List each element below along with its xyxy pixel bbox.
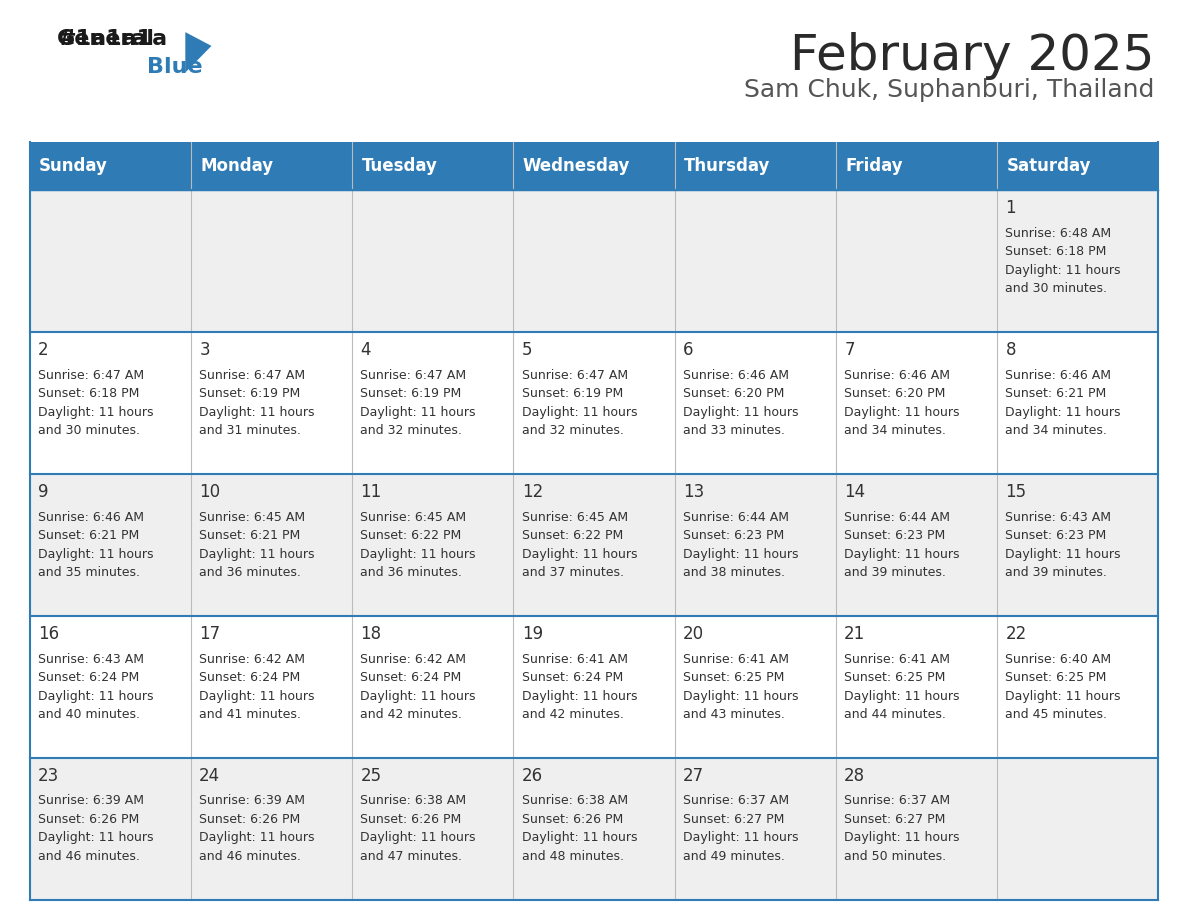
Text: 24: 24: [200, 767, 220, 785]
Text: 2: 2: [38, 341, 49, 359]
Text: Sunrise: 6:48 AM
Sunset: 6:18 PM
Daylight: 11 hours
and 30 minutes.: Sunrise: 6:48 AM Sunset: 6:18 PM Dayligh…: [1005, 227, 1121, 296]
Text: Sunrise: 6:46 AM
Sunset: 6:20 PM
Daylight: 11 hours
and 34 minutes.: Sunrise: 6:46 AM Sunset: 6:20 PM Dayligh…: [845, 369, 960, 437]
Text: Sunrise: 6:45 AM
Sunset: 6:22 PM
Daylight: 11 hours
and 36 minutes.: Sunrise: 6:45 AM Sunset: 6:22 PM Dayligh…: [360, 510, 476, 579]
Text: Sunrise: 6:41 AM
Sunset: 6:25 PM
Daylight: 11 hours
and 43 minutes.: Sunrise: 6:41 AM Sunset: 6:25 PM Dayligh…: [683, 653, 798, 721]
Text: Sunday: Sunday: [39, 157, 108, 175]
Text: Sunrise: 6:44 AM
Sunset: 6:23 PM
Daylight: 11 hours
and 39 minutes.: Sunrise: 6:44 AM Sunset: 6:23 PM Dayligh…: [845, 510, 960, 579]
Text: Sunrise: 6:37 AM
Sunset: 6:27 PM
Daylight: 11 hours
and 49 minutes.: Sunrise: 6:37 AM Sunset: 6:27 PM Dayligh…: [683, 794, 798, 863]
Text: 27: 27: [683, 767, 704, 785]
Text: 8: 8: [1005, 341, 1016, 359]
Text: Saturday: Saturday: [1006, 157, 1091, 175]
Text: Sunrise: 6:47 AM
Sunset: 6:19 PM
Daylight: 11 hours
and 31 minutes.: Sunrise: 6:47 AM Sunset: 6:19 PM Dayligh…: [200, 369, 315, 437]
Text: Sunrise: 6:46 AM
Sunset: 6:20 PM
Daylight: 11 hours
and 33 minutes.: Sunrise: 6:46 AM Sunset: 6:20 PM Dayligh…: [683, 369, 798, 437]
Text: Sunrise: 6:46 AM
Sunset: 6:21 PM
Daylight: 11 hours
and 35 minutes.: Sunrise: 6:46 AM Sunset: 6:21 PM Dayligh…: [38, 510, 153, 579]
Text: Sunrise: 6:37 AM
Sunset: 6:27 PM
Daylight: 11 hours
and 50 minutes.: Sunrise: 6:37 AM Sunset: 6:27 PM Dayligh…: [845, 794, 960, 863]
Text: 14: 14: [845, 483, 865, 501]
Bar: [30, 332, 1158, 474]
Text: Sunrise: 6:43 AM
Sunset: 6:23 PM
Daylight: 11 hours
and 39 minutes.: Sunrise: 6:43 AM Sunset: 6:23 PM Dayligh…: [1005, 510, 1121, 579]
Text: Sunrise: 6:40 AM
Sunset: 6:25 PM
Daylight: 11 hours
and 45 minutes.: Sunrise: 6:40 AM Sunset: 6:25 PM Dayligh…: [1005, 653, 1121, 721]
Bar: [30, 757, 1158, 900]
Text: 3: 3: [200, 341, 210, 359]
Text: Friday: Friday: [846, 157, 903, 175]
Text: Sunrise: 6:43 AM
Sunset: 6:24 PM
Daylight: 11 hours
and 40 minutes.: Sunrise: 6:43 AM Sunset: 6:24 PM Dayligh…: [38, 653, 153, 721]
Text: 1: 1: [1005, 199, 1016, 218]
Text: Sunrise: 6:39 AM
Sunset: 6:26 PM
Daylight: 11 hours
and 46 minutes.: Sunrise: 6:39 AM Sunset: 6:26 PM Dayligh…: [38, 794, 153, 863]
Text: Sunrise: 6:45 AM
Sunset: 6:21 PM
Daylight: 11 hours
and 36 minutes.: Sunrise: 6:45 AM Sunset: 6:21 PM Dayligh…: [200, 510, 315, 579]
Text: Sunrise: 6:38 AM
Sunset: 6:26 PM
Daylight: 11 hours
and 47 minutes.: Sunrise: 6:38 AM Sunset: 6:26 PM Dayligh…: [360, 794, 476, 863]
Text: 23: 23: [38, 767, 59, 785]
Text: 4: 4: [360, 341, 371, 359]
Text: 26: 26: [522, 767, 543, 785]
Text: 28: 28: [845, 767, 865, 785]
Text: 11: 11: [360, 483, 381, 501]
Text: Sunrise: 6:47 AM
Sunset: 6:18 PM
Daylight: 11 hours
and 30 minutes.: Sunrise: 6:47 AM Sunset: 6:18 PM Dayligh…: [38, 369, 153, 437]
Text: 15: 15: [1005, 483, 1026, 501]
Text: Sunrise: 6:42 AM
Sunset: 6:24 PM
Daylight: 11 hours
and 42 minutes.: Sunrise: 6:42 AM Sunset: 6:24 PM Dayligh…: [360, 653, 476, 721]
Text: Sunrise: 6:44 AM
Sunset: 6:23 PM
Daylight: 11 hours
and 38 minutes.: Sunrise: 6:44 AM Sunset: 6:23 PM Dayligh…: [683, 510, 798, 579]
Text: Sunrise: 6:38 AM
Sunset: 6:26 PM
Daylight: 11 hours
and 48 minutes.: Sunrise: 6:38 AM Sunset: 6:26 PM Dayligh…: [522, 794, 637, 863]
Text: Sunrise: 6:41 AM
Sunset: 6:24 PM
Daylight: 11 hours
and 42 minutes.: Sunrise: 6:41 AM Sunset: 6:24 PM Dayligh…: [522, 653, 637, 721]
Text: 18: 18: [360, 625, 381, 643]
Text: Sunrise: 6:42 AM
Sunset: 6:24 PM
Daylight: 11 hours
and 41 minutes.: Sunrise: 6:42 AM Sunset: 6:24 PM Dayligh…: [200, 653, 315, 721]
Bar: [30, 616, 1158, 757]
Text: 20: 20: [683, 625, 704, 643]
Text: Wednesday: Wednesday: [523, 157, 631, 175]
Polygon shape: [185, 32, 211, 73]
Text: Blue: Blue: [147, 57, 203, 77]
Text: 13: 13: [683, 483, 704, 501]
Text: Sunrise: 6:41 AM
Sunset: 6:25 PM
Daylight: 11 hours
and 44 minutes.: Sunrise: 6:41 AM Sunset: 6:25 PM Dayligh…: [845, 653, 960, 721]
Text: Monday: Monday: [201, 157, 273, 175]
Text: Sunrise: 6:45 AM
Sunset: 6:22 PM
Daylight: 11 hours
and 37 minutes.: Sunrise: 6:45 AM Sunset: 6:22 PM Dayligh…: [522, 510, 637, 579]
Bar: [30, 474, 1158, 616]
Bar: [30, 190, 1158, 332]
Text: 19: 19: [522, 625, 543, 643]
Text: Sunrise: 6:47 AM
Sunset: 6:19 PM
Daylight: 11 hours
and 32 minutes.: Sunrise: 6:47 AM Sunset: 6:19 PM Dayligh…: [522, 369, 637, 437]
Text: Sam Chuk, Suphanburi, Thailand: Sam Chuk, Suphanburi, Thailand: [745, 78, 1155, 102]
Text: 5: 5: [522, 341, 532, 359]
Text: #1a1a1a: #1a1a1a: [57, 29, 168, 50]
Text: 25: 25: [360, 767, 381, 785]
Text: Thursday: Thursday: [684, 157, 771, 175]
Text: 21: 21: [845, 625, 865, 643]
Text: 16: 16: [38, 625, 59, 643]
Text: 22: 22: [1005, 625, 1026, 643]
Text: General: General: [57, 29, 154, 50]
Text: Tuesday: Tuesday: [361, 157, 437, 175]
Text: 6: 6: [683, 341, 694, 359]
Bar: [30, 142, 1158, 190]
Text: February 2025: February 2025: [790, 32, 1155, 80]
Text: 7: 7: [845, 341, 854, 359]
Text: 10: 10: [200, 483, 220, 501]
Text: 17: 17: [200, 625, 220, 643]
Text: 12: 12: [522, 483, 543, 501]
Text: Sunrise: 6:47 AM
Sunset: 6:19 PM
Daylight: 11 hours
and 32 minutes.: Sunrise: 6:47 AM Sunset: 6:19 PM Dayligh…: [360, 369, 476, 437]
Text: Sunrise: 6:46 AM
Sunset: 6:21 PM
Daylight: 11 hours
and 34 minutes.: Sunrise: 6:46 AM Sunset: 6:21 PM Dayligh…: [1005, 369, 1121, 437]
Text: Sunrise: 6:39 AM
Sunset: 6:26 PM
Daylight: 11 hours
and 46 minutes.: Sunrise: 6:39 AM Sunset: 6:26 PM Dayligh…: [200, 794, 315, 863]
Text: 9: 9: [38, 483, 49, 501]
